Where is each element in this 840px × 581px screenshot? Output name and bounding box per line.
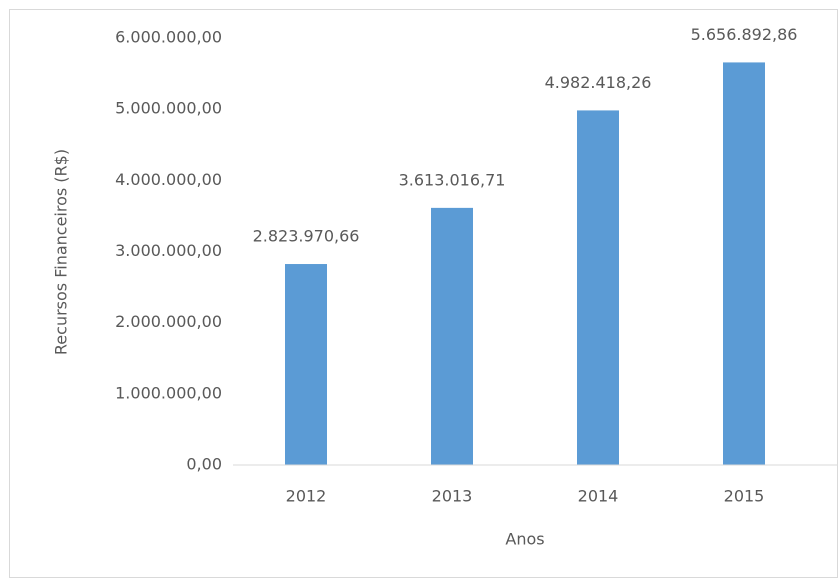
y-tick-label: 0,00 (186, 455, 222, 474)
y-axis-label: Recursos Financeiros (R$) (52, 149, 71, 355)
y-tick-label: 3.000.000,00 (115, 241, 222, 260)
bar (285, 264, 327, 465)
y-tick-label: 1.000.000,00 (115, 383, 222, 402)
chart-border (9, 9, 838, 578)
y-tick-label: 2.000.000,00 (115, 312, 222, 331)
x-tick-label: 2013 (432, 487, 473, 506)
x-tick-label: 2012 (286, 487, 327, 506)
bar (431, 207, 473, 465)
y-tick-label: 5.000.000,00 (115, 99, 222, 118)
y-tick-label: 6.000.000,00 (115, 28, 222, 47)
bar (723, 62, 765, 466)
y-tick-label: 4.000.000,00 (115, 170, 222, 189)
value-label: 3.613.016,71 (399, 170, 506, 189)
value-label: 4.982.418,26 (545, 73, 652, 92)
value-label: 2.823.970,66 (253, 227, 360, 246)
bar (577, 110, 619, 465)
value-label: 5.656.892,86 (691, 25, 798, 44)
x-tick-label: 2015 (724, 487, 765, 506)
x-axis-label: Anos (505, 530, 544, 549)
x-tick-label: 2014 (578, 487, 619, 506)
